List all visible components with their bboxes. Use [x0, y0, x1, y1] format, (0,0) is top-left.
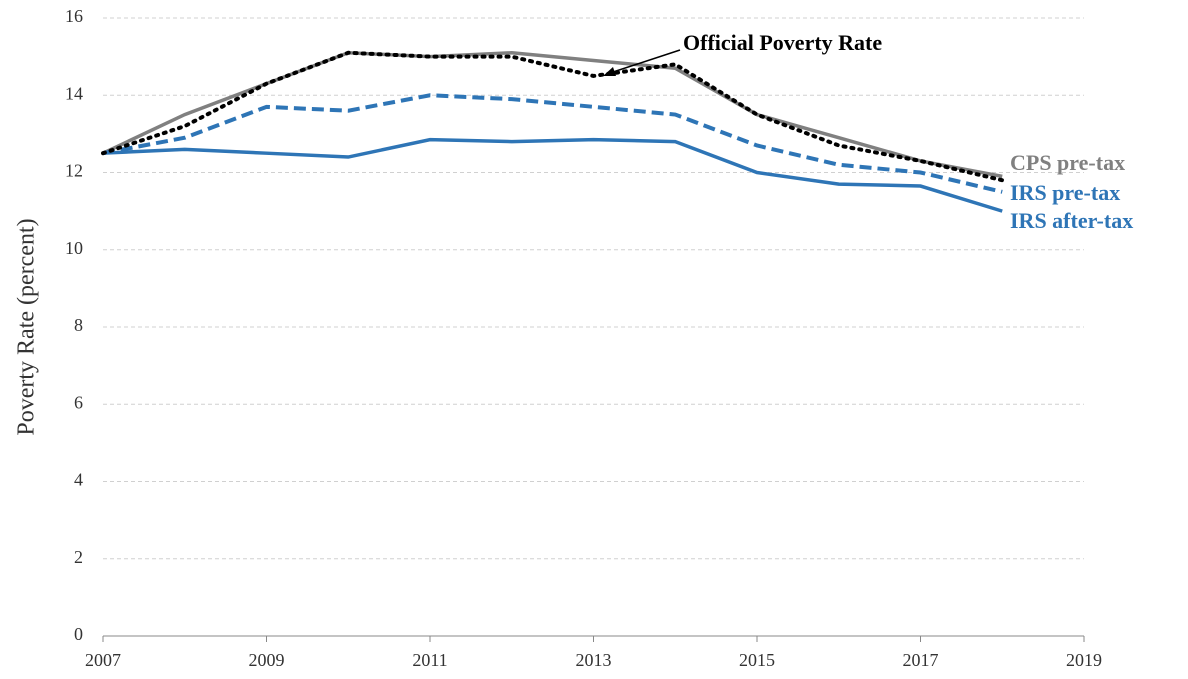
y-tick-label: 8	[74, 315, 83, 335]
y-tick-label: 6	[74, 392, 83, 412]
y-tick-label: 4	[74, 470, 83, 490]
series-line	[101, 50, 1005, 183]
y-tick-label: 12	[65, 161, 83, 181]
series-line	[102, 50, 1003, 179]
series-label: IRS pre-tax	[1010, 180, 1120, 205]
y-tick-label: 10	[65, 238, 83, 258]
y-axis-label: Poverty Rate (percent)	[14, 218, 40, 435]
series-line	[102, 137, 1003, 213]
x-tick-label: 2015	[739, 650, 775, 670]
series-label: Official Poverty Rate	[683, 30, 882, 55]
x-tick-label: 2019	[1066, 650, 1102, 670]
y-tick-label: 2	[74, 547, 83, 567]
y-tick-label: 0	[74, 624, 83, 644]
x-tick-label: 2017	[903, 650, 939, 670]
x-tick-label: 2011	[412, 650, 447, 670]
series-label: CPS pre-tax	[1010, 150, 1125, 175]
y-tick-label: 14	[65, 83, 83, 103]
y-tick-label: 16	[65, 6, 83, 26]
x-tick-label: 2009	[249, 650, 285, 670]
series-label: IRS after-tax	[1010, 208, 1133, 233]
series-line	[102, 93, 1003, 194]
x-tick-label: 2007	[85, 650, 121, 670]
annotation-arrow	[609, 49, 681, 74]
annotation-arrowhead	[603, 67, 616, 76]
x-tick-label: 2013	[576, 650, 612, 670]
